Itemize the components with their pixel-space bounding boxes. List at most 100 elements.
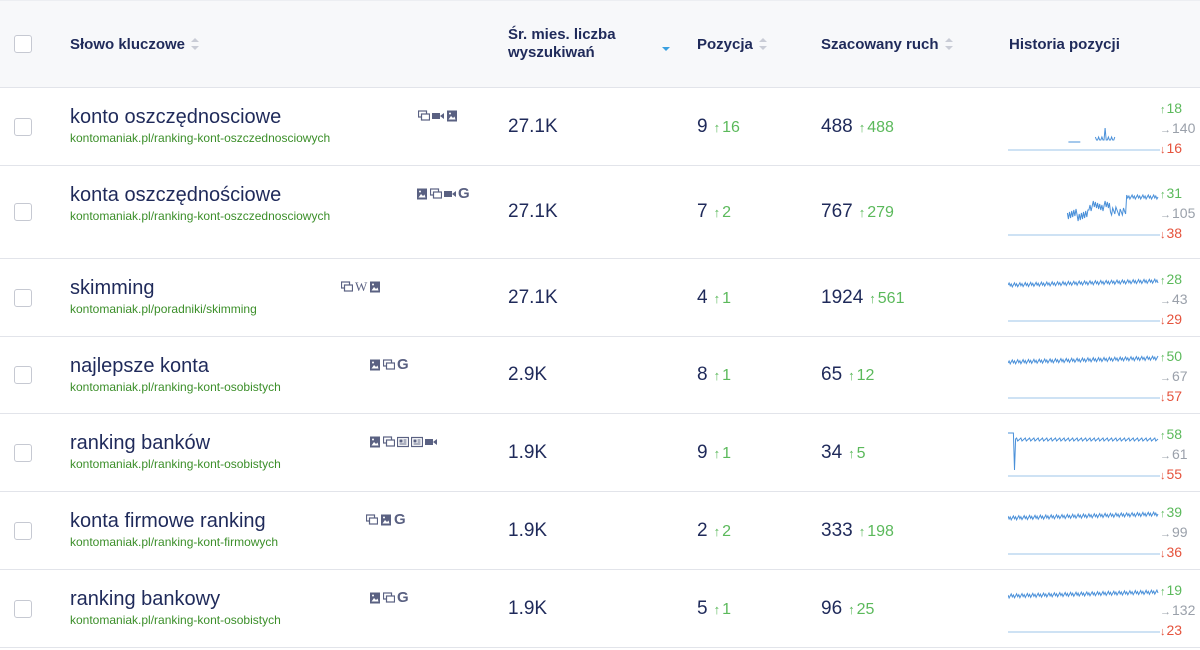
table-row[interactable]: ranking bankowy kontomaniak.pl/ranking-k…: [0, 570, 1200, 648]
arrow-up-icon: ↑: [1160, 507, 1166, 520]
image-icon: [369, 281, 381, 293]
google-icon: G: [397, 589, 409, 606]
column-volume-line1: Śr. mies. liczba: [508, 26, 616, 43]
wiki-icon: W: [355, 279, 368, 294]
arrow-right-icon: →: [1160, 209, 1171, 221]
table-row[interactable]: ranking banków kontomaniak.pl/ranking-ko…: [0, 414, 1200, 492]
position-change: ↑ 2: [714, 523, 731, 540]
arrow-up-icon: ↑: [869, 290, 876, 306]
column-position[interactable]: Pozycja: [697, 1, 767, 87]
search-volume: 1.9K: [508, 441, 548, 463]
position-history-chart[interactable]: [1008, 350, 1160, 400]
keyword-link[interactable]: konta oszczędnościowe: [70, 184, 282, 206]
arrow-right-icon: →: [1160, 527, 1171, 540]
google-icon: G: [397, 356, 409, 373]
url-link[interactable]: kontomaniak.pl/ranking-kont-osobistych: [70, 457, 281, 471]
keyword-link[interactable]: konto oszczędnosciowe: [70, 106, 282, 128]
url-link[interactable]: kontomaniak.pl/ranking-kont-osobistych: [70, 613, 281, 627]
history-line: [1008, 432, 1159, 470]
serp-features: G: [369, 356, 409, 373]
position-history-chart[interactable]: [1008, 584, 1160, 634]
sort-icon[interactable]: [944, 38, 953, 50]
url-link[interactable]: kontomaniak.pl/ranking-kont-osobistych: [70, 380, 281, 394]
url-link[interactable]: kontomaniak.pl/ranking-kont-firmowych: [70, 535, 279, 549]
history-mid: →140: [1160, 119, 1200, 139]
url-link[interactable]: kontomaniak.pl/poradniki/skimming: [70, 302, 257, 316]
url-link[interactable]: kontomaniak.pl/ranking-kont-oszczednosci…: [70, 131, 331, 145]
table-row[interactable]: konta oszczędnościowe kontomaniak.pl/ran…: [0, 166, 1200, 259]
keyword-link[interactable]: ranking bankowy: [70, 588, 221, 610]
history-stats: ↑39 →99 ↓36: [1160, 503, 1200, 563]
column-traffic-label: Szacowany ruch: [821, 35, 939, 53]
arrow-up-icon: ↑: [713, 445, 721, 461]
arrow-up-icon: ↑: [858, 523, 866, 539]
arrow-up-icon: ↑: [1160, 103, 1166, 116]
comments-icon: [383, 592, 395, 604]
serp-features: [418, 110, 458, 122]
arrow-up-icon: ↑: [1160, 189, 1166, 201]
position-history-chart[interactable]: [1008, 187, 1160, 237]
table-row[interactable]: konto oszczędnosciowe kontomaniak.pl/ran…: [0, 88, 1200, 166]
column-volume-label: Śr. mies. liczba wyszukiwań: [508, 26, 616, 62]
history-mid-value: 67: [1172, 368, 1188, 384]
row-checkbox[interactable]: [14, 443, 32, 462]
position-change-value: 2: [722, 522, 731, 540]
url-link[interactable]: kontomaniak.pl/ranking-kont-oszczednosci…: [70, 209, 331, 223]
row-checkbox[interactable]: [14, 117, 32, 136]
column-volume-line2: wyszukiwań: [508, 44, 595, 61]
table-row[interactable]: skimming kontomaniak.pl/poradniki/skimmi…: [0, 259, 1200, 337]
row-checkbox[interactable]: [14, 203, 32, 221]
row-checkbox[interactable]: [14, 599, 32, 618]
position-history-chart[interactable]: [1008, 102, 1160, 152]
select-all-checkbox[interactable]: [14, 35, 32, 53]
history-mid-value: 43: [1172, 290, 1188, 307]
row-checkbox[interactable]: [14, 521, 32, 540]
row-checkbox[interactable]: [14, 366, 32, 384]
sort-desc-icon[interactable]: [662, 39, 670, 51]
position-history-chart[interactable]: [1008, 506, 1160, 556]
arrow-right-icon: →: [1160, 123, 1171, 136]
history-mid-value: 61: [1172, 445, 1188, 462]
arrow-down-icon: ↓: [1160, 469, 1166, 482]
history-down: ↓29: [1160, 310, 1200, 330]
arrow-up-icon: ↑: [858, 205, 866, 220]
keyword-link[interactable]: najlepsze konta: [70, 355, 209, 377]
position-cell: 8 ↑ 1: [697, 364, 731, 386]
position-value: 9: [697, 441, 708, 463]
history-mid: →61: [1160, 445, 1200, 465]
history-line: [1066, 193, 1159, 222]
keyword-link[interactable]: konta firmowe ranking: [70, 510, 266, 532]
arrow-up-icon: ↑: [713, 290, 721, 306]
search-volume: 27.1K: [508, 201, 558, 222]
position-history-chart[interactable]: [1008, 428, 1160, 478]
position-change-value: 1: [722, 600, 731, 618]
arrow-up-icon: ↑: [1160, 429, 1166, 442]
history-line: [1008, 510, 1159, 521]
sort-icon[interactable]: [758, 38, 767, 50]
serp-features: G: [366, 512, 406, 527]
traffic-change: ↑ 279: [859, 204, 894, 221]
sort-icon[interactable]: [191, 38, 200, 50]
serp-features: [369, 436, 437, 448]
table-row[interactable]: najlepsze konta kontomaniak.pl/ranking-k…: [0, 337, 1200, 414]
column-keyword[interactable]: Słowo kluczowe: [70, 1, 200, 87]
traffic-change: ↑ 561: [869, 290, 904, 307]
history-down: ↓23: [1160, 621, 1200, 641]
column-traffic[interactable]: Szacowany ruch: [821, 1, 953, 87]
keyword-link[interactable]: ranking banków: [70, 432, 211, 454]
history-mid-value: 132: [1172, 601, 1196, 618]
history-stats: ↑28 →43 ↓29: [1160, 270, 1200, 330]
keyword-link[interactable]: skimming: [70, 277, 155, 299]
news-icon: [411, 436, 423, 448]
position-history-chart[interactable]: [1008, 273, 1160, 323]
history-up-value: 19: [1166, 581, 1183, 598]
row-checkbox[interactable]: [14, 288, 32, 307]
column-volume[interactable]: Śr. mies. liczba wyszukiwań: [508, 1, 670, 87]
comments-icon: [418, 110, 430, 122]
position-change: ↑ 1: [714, 290, 731, 307]
arrow-down-icon: ↓: [1160, 143, 1166, 156]
traffic-change-value: 12: [856, 367, 875, 384]
table-row[interactable]: konta firmowe ranking kontomaniak.pl/ran…: [0, 492, 1200, 570]
history-mid: →67: [1160, 367, 1200, 387]
